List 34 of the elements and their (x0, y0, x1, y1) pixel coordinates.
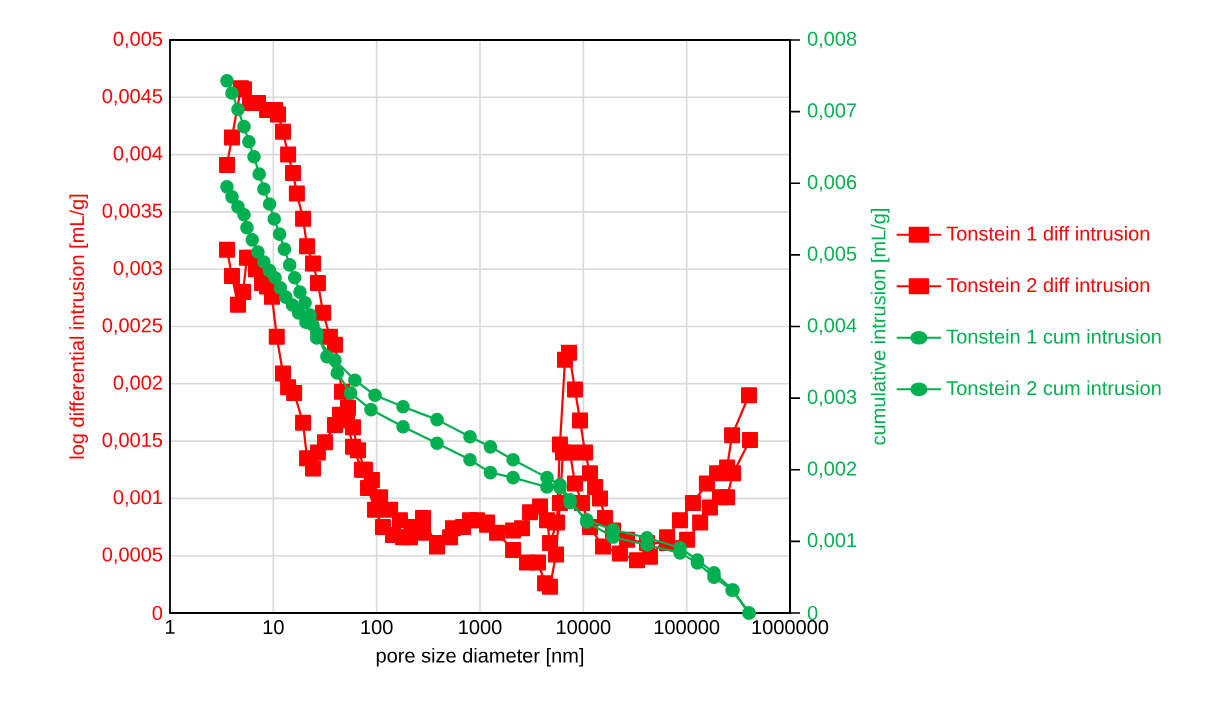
y2-tick-label: 0,006 (807, 174, 857, 192)
legend-label: Tonstein 1 diff intrusion (946, 226, 1150, 241)
y-tick-label: 0,005 (113, 31, 163, 49)
x-tick-label: 100 (361, 620, 393, 635)
x-tick-label: 100000 (654, 620, 720, 635)
x-axis-title: pore size diameter [nm] (376, 647, 584, 667)
x-tick-label: 1000 (459, 620, 502, 635)
legend-label: Tonstein 2 diff intrusion (946, 277, 1150, 293)
y2-tick-label: 0,007 (807, 103, 857, 120)
y2-tick-label: 0,001 (807, 533, 857, 550)
y-tick-label: 0,004 (113, 146, 163, 163)
y-tick-label: 0 (152, 605, 163, 621)
y-tick-label: 0,0005 (102, 547, 163, 564)
y-tick-label: 0,0045 (102, 89, 163, 106)
y-tick-label: 0,002 (113, 375, 162, 393)
y-tick-label: 0,0025 (102, 318, 163, 335)
x-tick-label: 1 (165, 620, 175, 634)
y2-axis-title: cumulative intrusion [mL/g] (870, 209, 890, 445)
y2-tick-label: 0,004 (807, 318, 857, 335)
y2-tick-label: 0,002 (807, 461, 857, 479)
x-tick-label: 10000 (557, 620, 611, 635)
y-tick-label: 0,0015 (102, 432, 163, 450)
x-tick-label: 10 (263, 620, 284, 635)
legend-label: Tonstein 1 cum intrusion (946, 329, 1161, 344)
legend-label: Tonstein 2 cum intrusion (946, 380, 1161, 396)
x-tick-label: 1000000 (752, 620, 829, 635)
y2-tick-label: 0,003 (807, 389, 857, 407)
y-tick-label: 0,001 (113, 490, 162, 507)
y-tick-label: 0,003 (113, 260, 163, 278)
y2-tick-label: 0,008 (807, 31, 857, 49)
y-tick-label: 0,0035 (102, 203, 163, 221)
y2-tick-label: 0 (807, 605, 818, 621)
y2-tick-label: 0,005 (807, 246, 857, 264)
y-axis-title: log differential intrusion [mL/g] (69, 194, 89, 459)
